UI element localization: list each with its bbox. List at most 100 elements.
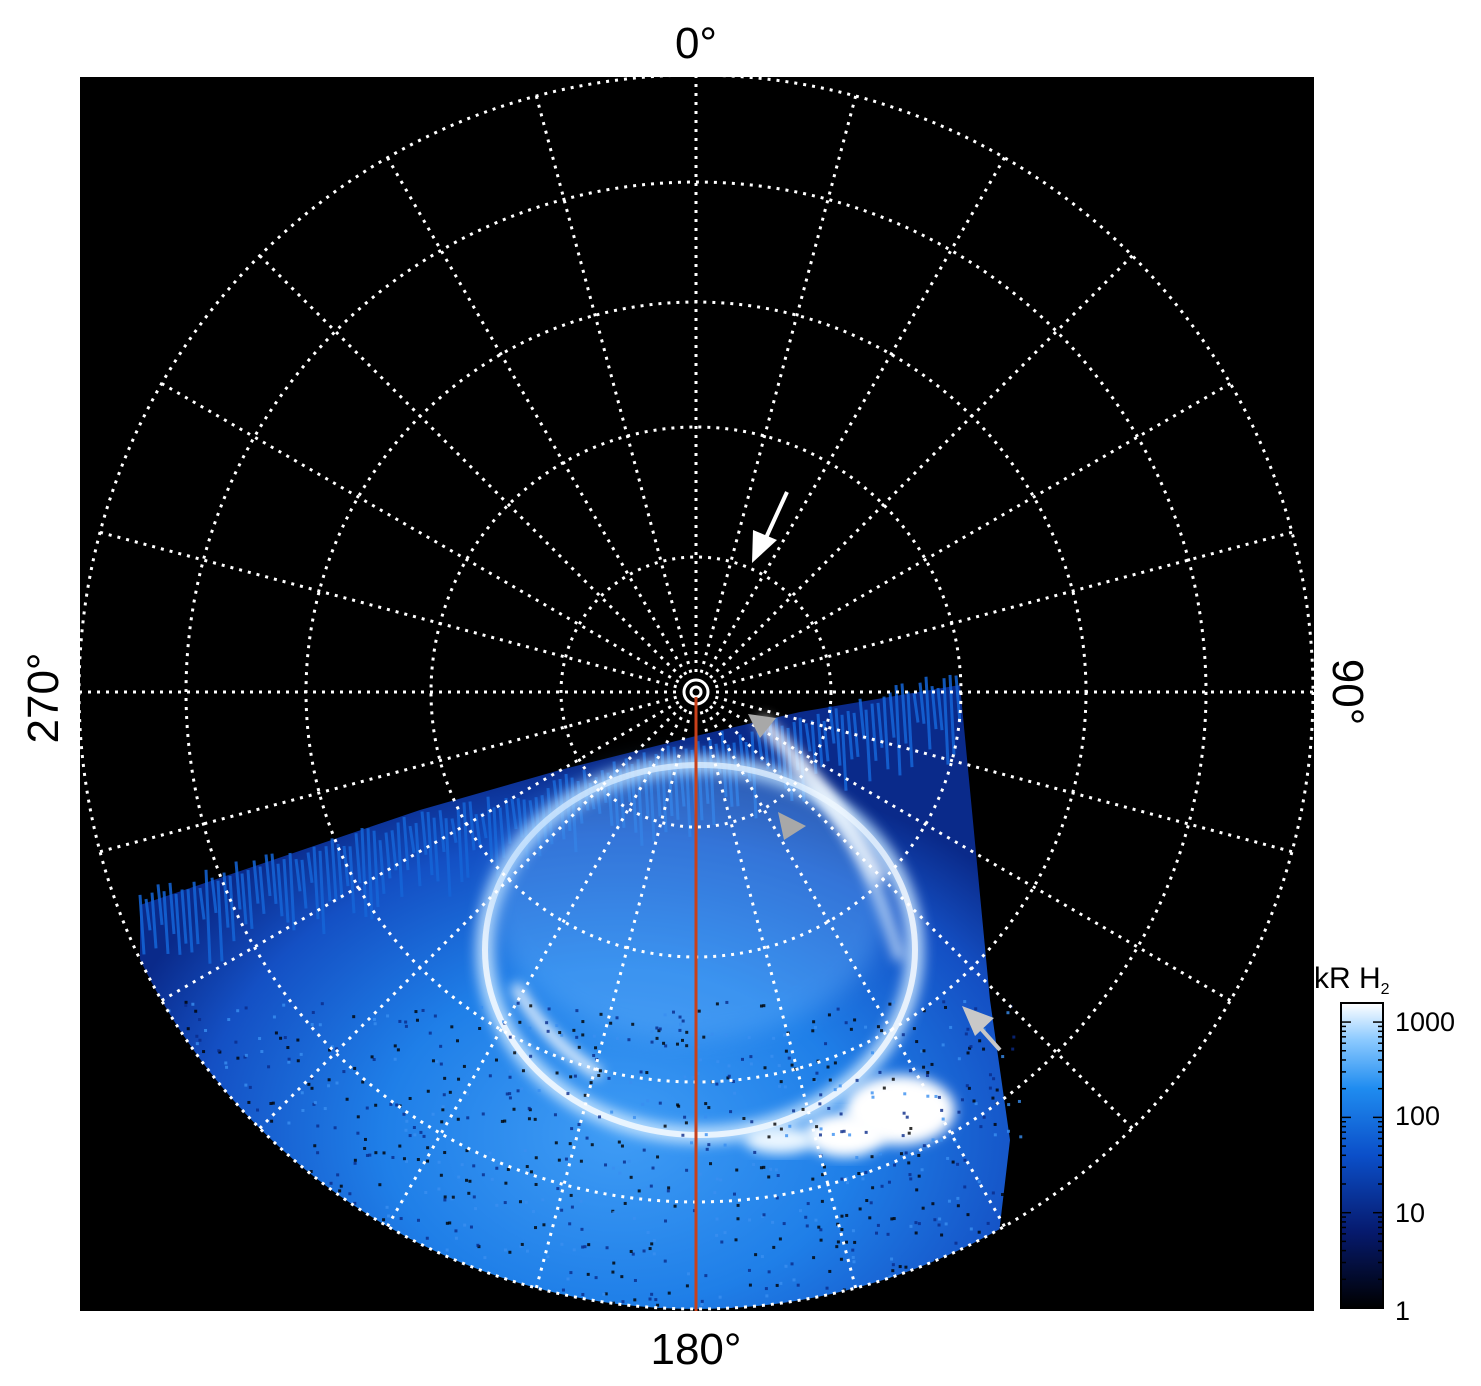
emission-streak: [474, 813, 482, 846]
emission-speckle: [811, 1177, 815, 1181]
emission-speckle: [333, 1126, 337, 1130]
emission-speckle: [300, 1091, 304, 1095]
emission-speckle: [439, 1173, 443, 1177]
emission-speckle: [851, 1248, 855, 1252]
emission-speckle: [500, 1119, 504, 1123]
grid-meridian-line: [534, 710, 693, 1289]
emission-streak: [450, 818, 458, 844]
emission-speckle: [920, 1168, 924, 1172]
emission-speckle: [467, 1191, 471, 1195]
emission-speckle: [735, 1168, 739, 1172]
emission-speckle: [243, 1055, 247, 1059]
emission-speckle: [707, 1106, 711, 1110]
emission-speckle: [372, 1058, 376, 1062]
emission-streak: [816, 713, 824, 768]
emission-speckle: [398, 1019, 402, 1023]
emission-speckle: [886, 1232, 890, 1236]
emission-speckle: [274, 1031, 278, 1035]
emission-speckle: [748, 1283, 752, 1287]
emission-speckle: [904, 1265, 908, 1269]
emission-speckle: [833, 1061, 837, 1065]
emission-speckle: [560, 1208, 564, 1212]
emission-speckle: [339, 1184, 343, 1188]
emission-speckle: [922, 1049, 926, 1053]
emission-speckle: [715, 1233, 719, 1237]
emission-speckle: [469, 1225, 473, 1229]
emission-speckle: [575, 1009, 579, 1013]
emission-speckle: [681, 1133, 685, 1137]
emission-streak: [330, 838, 338, 900]
emission-streak: [510, 798, 518, 830]
emission-streak: [240, 873, 248, 925]
emission-speckle: [683, 1115, 687, 1119]
emission-streak: [162, 891, 170, 955]
emission-speckle: [589, 1081, 593, 1085]
emission-speckle: [585, 1136, 589, 1140]
emission-speckle: [650, 1040, 654, 1044]
grid-meridian-line: [258, 254, 683, 679]
emission-speckle: [742, 1116, 746, 1120]
emission-speckle: [483, 1256, 487, 1260]
emission-speckle: [352, 1015, 356, 1019]
emission-speckle: [425, 1236, 429, 1240]
emission-speckle: [387, 1214, 391, 1218]
emission-speckle: [546, 1255, 550, 1259]
emission-speckle: [481, 1173, 485, 1177]
emission-speckle: [707, 1143, 711, 1147]
emission-speckle: [419, 1130, 423, 1134]
colorbar-tick-100: 100: [1395, 1101, 1440, 1131]
emission-speckle: [581, 1292, 585, 1296]
emission-speckle: [840, 1130, 844, 1134]
emission-speckle: [612, 1211, 616, 1215]
emission-speckle: [870, 1051, 874, 1055]
emission-speckle: [851, 1255, 855, 1259]
emission-speckle: [944, 1005, 948, 1009]
emission-speckle: [505, 1092, 509, 1096]
emission-speckle: [433, 1014, 437, 1018]
emission-speckle: [1011, 1047, 1015, 1051]
emission-speckle: [917, 1222, 921, 1226]
emission-speckle: [852, 1260, 856, 1264]
emission-speckle: [704, 1133, 708, 1137]
emission-speckle: [286, 1046, 290, 1050]
emission-speckle: [709, 1162, 713, 1166]
emission-speckle: [184, 1000, 188, 1004]
emission-streak: [282, 859, 290, 923]
emission-speckle: [876, 1223, 880, 1227]
emission-speckle: [502, 1020, 506, 1024]
emission-speckle: [503, 1248, 507, 1252]
emission-speckle: [764, 1287, 768, 1291]
emission-speckle: [509, 1069, 513, 1073]
emission-speckle: [824, 1042, 828, 1046]
emission-speckle: [840, 1214, 844, 1218]
emission-speckle: [865, 1199, 869, 1203]
emission-speckle: [244, 1083, 248, 1087]
emission-speckle: [441, 1105, 445, 1109]
emission-speckle: [426, 1159, 430, 1163]
emission-speckle: [934, 1094, 938, 1098]
emission-speckle: [414, 1010, 418, 1014]
emission-speckle: [570, 1127, 574, 1131]
emission-speckle: [964, 1032, 968, 1036]
emission-speckle: [554, 1141, 558, 1145]
emission-streak: [900, 683, 908, 744]
emission-speckle: [271, 1101, 275, 1105]
emission-speckle: [547, 1007, 551, 1011]
emission-speckle: [782, 1033, 786, 1037]
emission-speckle: [579, 1199, 583, 1203]
emission-speckle: [687, 1272, 691, 1276]
emission-speckle: [799, 1209, 803, 1213]
emission-speckle: [525, 1249, 529, 1253]
emission-speckle: [1017, 1163, 1021, 1167]
emission-speckle: [991, 1191, 995, 1195]
emission-speckle: [777, 1064, 781, 1068]
emission-speckle: [793, 1067, 797, 1071]
emission-speckle: [466, 1092, 470, 1096]
emission-speckle: [765, 1294, 769, 1298]
emission-speckle: [982, 1115, 986, 1119]
emission-speckle: [901, 1033, 905, 1037]
emission-speckle: [594, 1276, 598, 1280]
emission-speckle: [922, 1144, 926, 1148]
emission-speckle: [195, 1034, 199, 1038]
emission-speckle: [905, 1115, 909, 1119]
